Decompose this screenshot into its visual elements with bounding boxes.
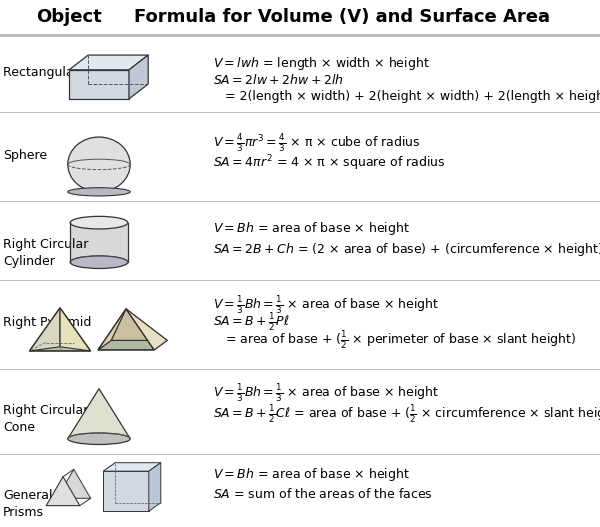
- Text: = area of base + ($\frac{1}{2}$ × perimeter of base × slant height): = area of base + ($\frac{1}{2}$ × perime…: [225, 329, 577, 351]
- Polygon shape: [103, 471, 149, 511]
- Text: $SA = B + \frac{1}{2}P\ell$: $SA = B + \frac{1}{2}P\ell$: [213, 311, 290, 334]
- Text: $V = \frac{1}{3}Bh = \frac{1}{3}$ × area of base × height: $V = \frac{1}{3}Bh = \frac{1}{3}$ × area…: [213, 382, 439, 404]
- Ellipse shape: [68, 433, 130, 444]
- Text: Rectangular Prism: Rectangular Prism: [3, 66, 117, 80]
- Polygon shape: [70, 222, 128, 262]
- Polygon shape: [29, 308, 60, 351]
- Text: General
Prisms: General Prisms: [3, 489, 53, 519]
- Polygon shape: [68, 389, 130, 438]
- Text: Right Pyramid: Right Pyramid: [3, 316, 91, 329]
- Polygon shape: [126, 309, 167, 350]
- Text: $V = lwh$ = length × width × height: $V = lwh$ = length × width × height: [213, 55, 430, 72]
- Polygon shape: [98, 309, 126, 350]
- Ellipse shape: [70, 256, 128, 268]
- Polygon shape: [29, 343, 91, 351]
- Text: $V = \frac{4}{3}\pi r^3 = \frac{4}{3}$ × π × cube of radius: $V = \frac{4}{3}\pi r^3 = \frac{4}{3}$ ×…: [213, 132, 421, 154]
- Circle shape: [68, 137, 130, 192]
- Polygon shape: [149, 463, 161, 511]
- Text: = 2(length × width) + 2(height × width) + 2(length × height): = 2(length × width) + 2(height × width) …: [225, 91, 600, 103]
- Text: Sphere: Sphere: [3, 149, 47, 162]
- Polygon shape: [46, 476, 80, 506]
- Polygon shape: [57, 469, 91, 499]
- Polygon shape: [60, 308, 91, 351]
- Text: $V = Bh$ = area of base × height: $V = Bh$ = area of base × height: [213, 466, 410, 483]
- Text: $V = Bh$ = area of base × height: $V = Bh$ = area of base × height: [213, 220, 410, 237]
- Text: $SA = 4\pi r^2$ = 4 × π × square of radius: $SA = 4\pi r^2$ = 4 × π × square of radi…: [213, 153, 446, 173]
- Polygon shape: [103, 463, 161, 471]
- Text: $SA = 2B + Ch$ = (2 × area of base) + (circumference × height): $SA = 2B + Ch$ = (2 × area of base) + (c…: [213, 241, 600, 258]
- Text: $SA$ = sum of the areas of the faces: $SA$ = sum of the areas of the faces: [213, 487, 433, 501]
- Polygon shape: [111, 309, 167, 340]
- Text: $SA = B + \frac{1}{2}C\ell$ = area of base + ($\frac{1}{2}$ × circumference × sl: $SA = B + \frac{1}{2}C\ell$ = area of ba…: [213, 403, 600, 425]
- Polygon shape: [69, 55, 148, 70]
- Polygon shape: [98, 340, 167, 350]
- Text: $SA = 2lw + 2hw + 2lh$: $SA = 2lw + 2hw + 2lh$: [213, 73, 344, 87]
- Ellipse shape: [70, 216, 128, 229]
- Polygon shape: [129, 55, 148, 99]
- Text: Formula for Volume (V) and Surface Area: Formula for Volume (V) and Surface Area: [134, 8, 550, 26]
- Polygon shape: [105, 501, 159, 510]
- Polygon shape: [72, 82, 145, 97]
- Text: $V = \frac{1}{3}Bh = \frac{1}{3}$ × area of base × height: $V = \frac{1}{3}Bh = \frac{1}{3}$ × area…: [213, 294, 439, 316]
- Text: Right Circular
Cylinder: Right Circular Cylinder: [3, 238, 88, 268]
- Text: Object: Object: [36, 8, 102, 26]
- Ellipse shape: [68, 188, 130, 196]
- Text: Right Circular
Cone: Right Circular Cone: [3, 404, 88, 434]
- Polygon shape: [69, 70, 129, 99]
